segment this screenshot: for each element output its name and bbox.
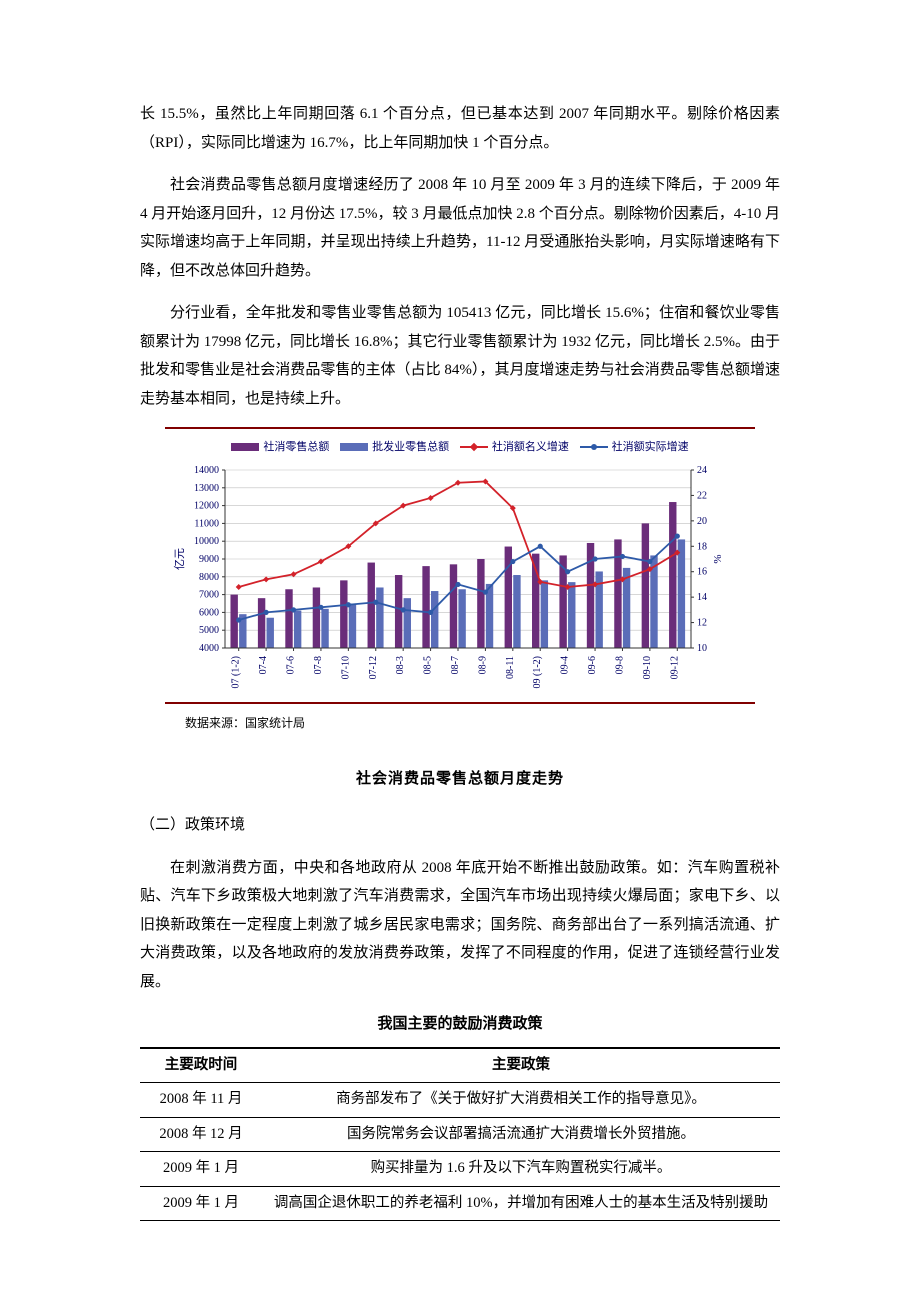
paragraph-3: 分行业看，全年批发和零售业零售总额为 105413 亿元，同比增长 15.6%；… — [140, 299, 780, 413]
legend-item-bar-total: 社消零售总额 — [231, 437, 329, 458]
svg-text:20: 20 — [697, 516, 707, 527]
svg-text:09 (1-2): 09 (1-2) — [532, 656, 543, 689]
svg-text:16: 16 — [697, 567, 707, 578]
svg-text:07-6: 07-6 — [286, 656, 297, 674]
svg-text:07 (1-2): 07 (1-2) — [231, 656, 242, 689]
svg-text:7000: 7000 — [199, 589, 219, 600]
svg-text:12: 12 — [697, 617, 707, 628]
cell-time: 2009 年 1 月 — [140, 1152, 262, 1187]
legend-item-line-nominal: 社消额名义增速 — [460, 437, 569, 458]
chart-title: 社会消费品零售总额月度走势 — [140, 765, 780, 794]
svg-text:14: 14 — [697, 592, 707, 603]
cell-time: 2008 年 12 月 — [140, 1117, 262, 1152]
legend-item-bar-wholesale: 批发业零售总额 — [340, 437, 449, 458]
svg-text:09-8: 09-8 — [614, 656, 625, 674]
svg-text:13000: 13000 — [194, 483, 219, 494]
cell-policy: 国务院常务会议部署搞活流通扩大消费增长外贸措施。 — [262, 1117, 780, 1152]
table-row: 2009 年 1 月购买排量为 1.6 升及以下汽车购置税实行减半。 — [140, 1152, 780, 1187]
svg-text:09-4: 09-4 — [560, 656, 571, 674]
svg-text:18: 18 — [697, 541, 707, 552]
svg-text:09-12: 09-12 — [669, 656, 680, 679]
svg-text:08-5: 08-5 — [423, 656, 434, 674]
svg-text:%: % — [712, 554, 724, 563]
cell-policy: 调高国企退休职工的养老福利 10%，并增加有困难人士的基本生活及特别援助 — [262, 1186, 780, 1221]
table-header-time: 主要政时间 — [140, 1048, 262, 1083]
svg-text:07-10: 07-10 — [340, 656, 351, 679]
chart-source: 数据来源：国家统计局 — [185, 712, 755, 735]
legend-label: 批发业零售总额 — [372, 441, 449, 453]
svg-text:09-6: 09-6 — [587, 656, 598, 674]
chart-svg: 4000 5000 6000 7000 8000 9000 10000 11000 12000 1… — [171, 464, 731, 694]
svg-text:亿元: 亿元 — [173, 548, 186, 570]
svg-text:10000: 10000 — [194, 536, 219, 547]
svg-text:14000: 14000 — [194, 465, 219, 476]
table-header-policy: 主要政策 — [262, 1048, 780, 1083]
legend-swatch-bar-wholesale — [340, 443, 368, 451]
paragraph-1: 长 15.5%，虽然比上年同期回落 6.1 个百分点，但已基本达到 2007 年… — [140, 100, 780, 157]
legend-label: 社消额名义增速 — [492, 441, 569, 453]
paragraph-4: 在刺激消费方面，中央和各地政府从 2008 年底开始不断推出鼓励政策。如：汽车购… — [140, 854, 780, 997]
svg-text:24: 24 — [697, 465, 707, 476]
legend-line-real — [580, 443, 608, 451]
svg-text:22: 22 — [697, 490, 707, 501]
legend-swatch-bar-total — [231, 443, 259, 451]
svg-text:4000: 4000 — [199, 643, 219, 654]
svg-text:07-12: 07-12 — [368, 656, 379, 679]
legend-item-line-real: 社消额实际增速 — [580, 437, 689, 458]
svg-text:12000: 12000 — [194, 500, 219, 511]
policy-table: 主要政时间 主要政策 2008 年 11 月商务部发布了《关于做好扩大消费相关工… — [140, 1047, 780, 1222]
svg-text:09-10: 09-10 — [642, 656, 653, 679]
chart-frame: 社消零售总额 批发业零售总额 社消额名义增速 社消额实际增速 — [165, 427, 755, 704]
legend-label: 社消零售总额 — [263, 441, 329, 453]
cell-policy: 购买排量为 1.6 升及以下汽车购置税实行减半。 — [262, 1152, 780, 1187]
cell-time: 2008 年 11 月 — [140, 1083, 262, 1118]
svg-text:08-7: 08-7 — [450, 656, 461, 674]
sub-heading: （二）政策环境 — [140, 811, 780, 840]
document-page: 长 15.5%，虽然比上年同期回落 6.1 个百分点，但已基本达到 2007 年… — [70, 0, 850, 1281]
cell-policy: 商务部发布了《关于做好扩大消费相关工作的指导意见》。 — [262, 1083, 780, 1118]
paragraph-2: 社会消费品零售总额月度增速经历了 2008 年 10 月至 2009 年 3 月… — [140, 171, 780, 285]
svg-text:07-4: 07-4 — [258, 656, 269, 674]
table-row: 2008 年 12 月国务院常务会议部署搞活流通扩大消费增长外贸措施。 — [140, 1117, 780, 1152]
table-header-row: 主要政时间 主要政策 — [140, 1048, 780, 1083]
chart-legend: 社消零售总额 批发业零售总额 社消额名义增速 社消额实际增速 — [171, 437, 749, 458]
svg-text:11000: 11000 — [194, 518, 219, 529]
legend-label: 社消额实际增速 — [612, 441, 689, 453]
svg-text:10: 10 — [697, 643, 707, 654]
table-row: 2009 年 1 月调高国企退休职工的养老福利 10%，并增加有困难人士的基本生… — [140, 1186, 780, 1221]
svg-text:08-3: 08-3 — [395, 656, 406, 674]
policy-table-title: 我国主要的鼓励消费政策 — [140, 1010, 780, 1039]
table-row: 2008 年 11 月商务部发布了《关于做好扩大消费相关工作的指导意见》。 — [140, 1083, 780, 1118]
svg-text:9000: 9000 — [199, 554, 219, 565]
svg-text:6000: 6000 — [199, 607, 219, 618]
svg-text:08-11: 08-11 — [505, 656, 516, 679]
svg-text:08-9: 08-9 — [477, 656, 488, 674]
chart-container: 社消零售总额 批发业零售总额 社消额名义增速 社消额实际增速 — [165, 427, 755, 735]
cell-time: 2009 年 1 月 — [140, 1186, 262, 1221]
svg-text:07-8: 07-8 — [313, 656, 324, 674]
legend-line-nominal — [460, 443, 488, 451]
svg-text:5000: 5000 — [199, 625, 219, 636]
svg-text:8000: 8000 — [199, 572, 219, 583]
